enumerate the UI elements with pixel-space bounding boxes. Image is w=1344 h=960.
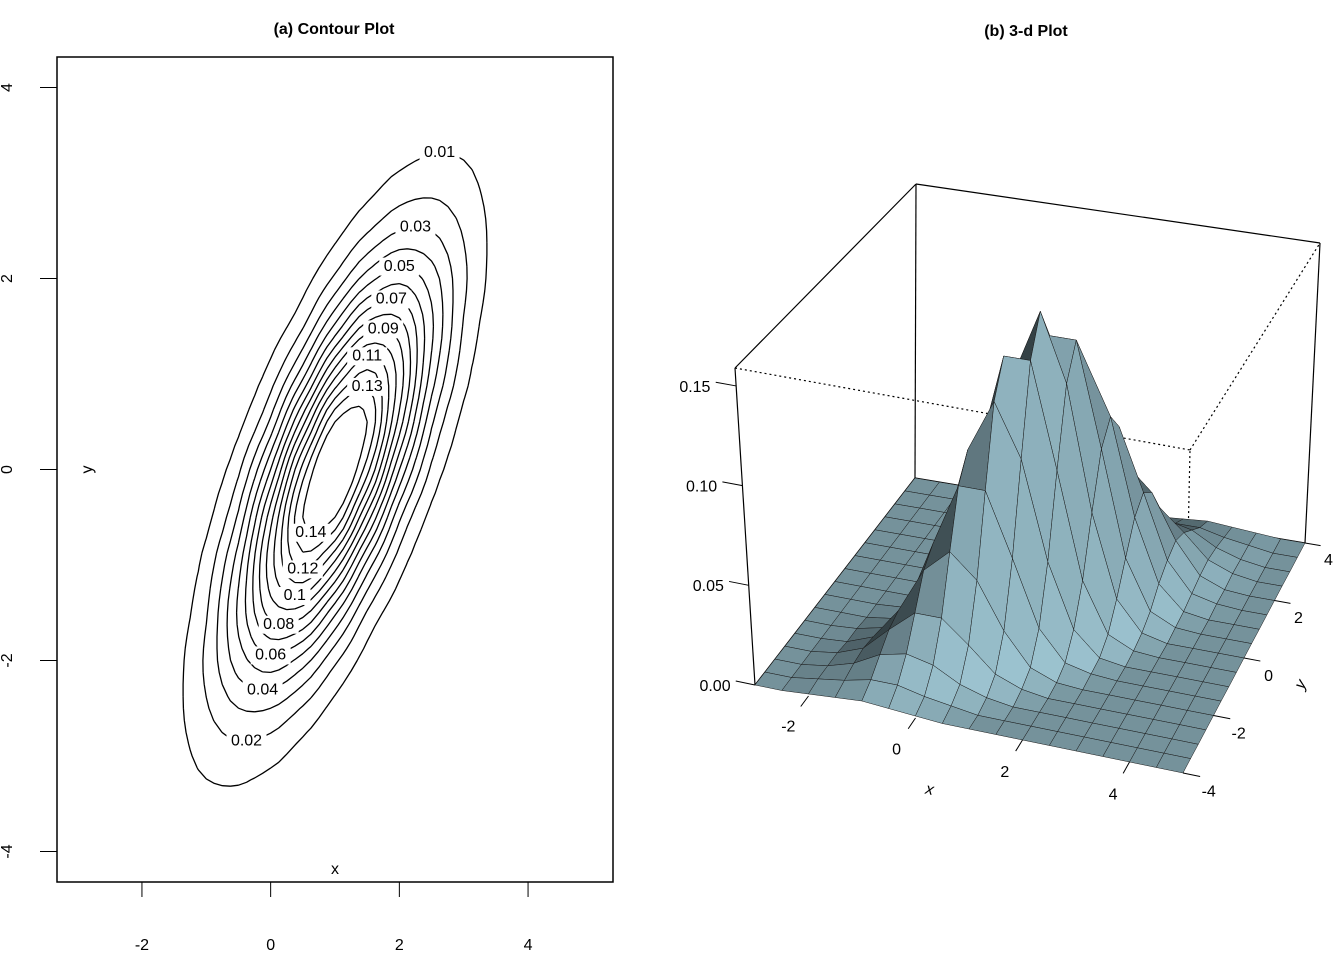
contour-label: 0.04 [247, 681, 278, 698]
contour-label: 0.11 [352, 348, 382, 365]
contour-label: 0.02 [231, 732, 262, 749]
x-tick-label: 4 [524, 937, 533, 954]
x-tick-label: 0 [892, 741, 901, 758]
contour-line [252, 298, 418, 641]
box-edge [914, 183, 917, 479]
x-tick-label: -2 [781, 719, 795, 736]
contour-line [202, 197, 468, 742]
y-tick-label: -4 [0, 844, 16, 858]
box-edge [1189, 242, 1321, 451]
plot-frame [56, 56, 614, 883]
contour-label-bg [419, 143, 460, 162]
x-tick [1015, 739, 1023, 752]
contour-line [258, 313, 412, 626]
contour-label: 0.06 [255, 647, 286, 664]
contour-label: 0.1 [284, 587, 306, 604]
contour-label: 0.05 [384, 258, 415, 275]
contour-label-bg [279, 586, 311, 605]
box-edge [734, 367, 756, 686]
z-tick [722, 481, 743, 487]
y-axis-label: y [79, 466, 96, 474]
x-axis-label: x [331, 861, 339, 878]
y-tick-label: 2 [1294, 610, 1303, 627]
contour-label: 0.07 [376, 291, 407, 308]
contour-label-bg [347, 347, 388, 366]
y-tick [1274, 600, 1291, 604]
x-tick-label: 2 [1000, 764, 1009, 781]
chart-title: (b) 3-d Plot [984, 23, 1068, 40]
contour-label: 0.09 [368, 321, 399, 338]
surface-facet [1156, 752, 1191, 774]
contour-label-bg [379, 257, 420, 276]
contour-label-bg [258, 615, 299, 634]
y-tick-label: 0 [1264, 668, 1273, 685]
x-tick-label: -2 [135, 937, 149, 954]
x-tick-label: 2 [395, 937, 404, 954]
y-axis-label: y [1291, 676, 1311, 693]
z-tick-label: 0.15 [679, 379, 710, 396]
x-axis-label: x [923, 781, 936, 800]
z-tick-label: 0.10 [686, 479, 717, 496]
contour-label: 0.03 [400, 218, 431, 235]
contour-label: 0.01 [424, 144, 455, 161]
x-tick [800, 695, 809, 707]
x-tick-label: 0 [266, 937, 275, 954]
box-edge [1304, 242, 1321, 544]
contour-label: 0.14 [295, 524, 326, 541]
x-tick [907, 717, 916, 730]
z-tick [735, 680, 756, 686]
contour-label: 0.08 [263, 616, 294, 633]
box-edge [734, 183, 917, 369]
contour-line [265, 328, 405, 611]
y-tick [1213, 715, 1231, 720]
x-tick [1122, 761, 1130, 774]
z-tick-label: 0.00 [699, 678, 730, 695]
chart-title: (a) Contour Plot [274, 21, 396, 38]
y-tick-label: -2 [1231, 726, 1245, 743]
contour-label-bg [363, 320, 404, 339]
contour-line [182, 152, 488, 787]
y-tick-label: 0 [0, 465, 16, 474]
contour-label-bg [226, 732, 267, 751]
y-tick-label: -4 [1202, 783, 1216, 800]
y-tick-label: 4 [1324, 552, 1333, 569]
x-tick-label: 4 [1109, 787, 1118, 804]
y-tick-label: -2 [0, 653, 16, 667]
contour-line [235, 265, 435, 674]
y-tick [1182, 772, 1201, 778]
contour-label-bg [347, 377, 388, 396]
y-tick [1243, 657, 1261, 662]
contour-label-bg [250, 646, 291, 665]
z-tick [715, 381, 737, 387]
contour-label-bg [290, 523, 331, 542]
z-tick [728, 580, 749, 586]
contour-label-bg [395, 218, 436, 237]
contour-label-bg [282, 560, 323, 579]
box-edge [915, 183, 1321, 244]
contour-label-bg [371, 290, 412, 309]
z-tick-label: 0.05 [693, 578, 724, 595]
contour-label: 0.12 [287, 561, 318, 578]
contour-label-bg [242, 681, 283, 700]
y-tick-label: 4 [0, 83, 16, 92]
contour-line [216, 226, 454, 713]
contour-label: 0.13 [352, 378, 383, 395]
y-tick [1304, 542, 1321, 547]
contour-line [302, 405, 368, 534]
y-tick-label: 2 [0, 274, 16, 283]
